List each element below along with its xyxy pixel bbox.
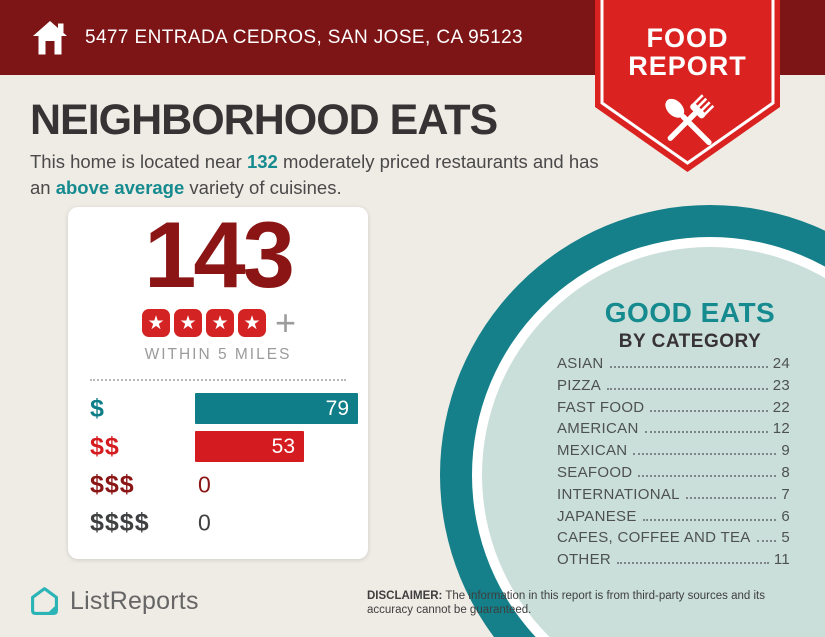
category-row: CAFES, COFFEE AND TEA 5: [557, 529, 790, 551]
ribbon-line1: FOOD: [647, 23, 729, 53]
star-icon: [173, 309, 202, 337]
price-label: $$$$: [90, 508, 150, 537]
subtitle-text: variety of cuisines.: [184, 177, 342, 198]
price-row: $$ 53: [68, 428, 368, 466]
listreports-house-icon: [31, 587, 58, 615]
dotted-leader: [633, 453, 777, 456]
price-label: $$$: [90, 470, 135, 499]
price-row: $$$ 0: [68, 466, 368, 504]
bar-value-zero: 0: [198, 471, 211, 498]
category-label: ASIAN: [557, 355, 604, 372]
category-value: 6: [781, 507, 790, 525]
category-row: OTHER 11: [557, 551, 790, 573]
price-row: $ 79: [68, 390, 368, 428]
category-value: 23: [772, 376, 790, 394]
dotted-leader: [638, 474, 777, 477]
dotted-leader: [642, 518, 777, 521]
good-eats-title: GOOD EATS: [604, 297, 776, 328]
category-row: INTERNATIONAL 7: [557, 486, 790, 508]
category-label: AMERICAN: [557, 420, 639, 438]
home-icon: [33, 21, 67, 55]
category-label: PIZZA: [557, 376, 602, 394]
category-value: 24: [772, 355, 790, 372]
star-rating: +: [68, 302, 368, 343]
listreports-logo: ListReports: [28, 585, 199, 618]
star-icon: [205, 309, 234, 337]
category-row: AMERICAN 12: [557, 420, 790, 442]
bar-dollar-dollar: 53: [195, 431, 304, 462]
dotted-leader: [650, 409, 768, 412]
category-value: 5: [781, 529, 790, 547]
price-label: $: [90, 394, 105, 423]
page-title: NEIGHBORHOOD EATS: [30, 96, 498, 144]
food-report-ribbon: FOOD REPORT: [595, 0, 780, 176]
property-address: 5477 ENTRADA CEDROS, SAN JOSE, CA 95123: [85, 27, 523, 48]
category-value: 9: [781, 442, 790, 460]
category-value: 12: [772, 420, 790, 438]
category-label: OTHER: [557, 551, 611, 569]
category-value: 22: [772, 398, 790, 416]
category-row: FAST FOOD 22: [557, 399, 790, 421]
subtitle-text: moderately priced restaurants and has an: [30, 151, 599, 198]
category-value: 7: [781, 485, 790, 503]
price-label: $$: [90, 432, 120, 461]
page-subtitle: This home is located near 132 moderately…: [30, 149, 605, 201]
category-label: CAFES, COFFEE AND TEA: [557, 529, 751, 547]
disclaimer-text: The information in this report is from t…: [367, 590, 765, 616]
dotted-divider: [90, 379, 346, 381]
listreports-wordmark: ListReports: [70, 587, 199, 615]
category-row: MEXICAN 9: [557, 442, 790, 464]
subtitle-text: This home is located near: [30, 151, 247, 172]
category-label: MEXICAN: [557, 442, 628, 460]
dotted-leader: [644, 431, 768, 434]
category-label: JAPANESE: [557, 507, 637, 525]
disclaimer: DISCLAIMER: The information in this repo…: [367, 589, 797, 617]
bar-value-zero: 0: [198, 509, 211, 536]
category-list: ASIAN 24 PIZZA 23 FAST FOOD 22 AMERICAN …: [557, 355, 790, 573]
category-row: ASIAN 24: [557, 355, 790, 377]
star-icon: [237, 309, 266, 337]
dotted-leader: [685, 496, 777, 499]
dotted-leader: [609, 366, 768, 368]
bar-dollar: 79: [195, 393, 358, 424]
price-row: $$$$ 0: [68, 504, 368, 542]
radius-caption: WITHIN 5 MILES: [144, 346, 292, 363]
dotted-leader: [607, 387, 768, 390]
category-value: 8: [781, 463, 790, 481]
stats-card: 143 + WITHIN 5 MILES $ 79 $$ 53 $$$ 0: [68, 207, 368, 559]
category-row: PIZZA 23: [557, 377, 790, 399]
price-bar-chart: $ 79 $$ 53 $$$ 0 $$$$ 0: [68, 390, 368, 542]
total-restaurants: 143: [144, 202, 295, 307]
good-eats-subtitle: BY CATEGORY: [618, 331, 762, 352]
ribbon-line2: REPORT: [628, 51, 747, 81]
restaurant-count: 132: [246, 151, 278, 172]
plus-icon: +: [274, 302, 297, 343]
category-label: SEAFOOD: [557, 463, 633, 481]
dotted-leader: [617, 562, 769, 565]
spoon-fork-icon: [665, 94, 715, 146]
good-eats-header: GOOD EATS BY CATEGORY: [555, 297, 825, 353]
star-icon: [141, 309, 170, 337]
category-label: INTERNATIONAL: [557, 485, 680, 503]
category-row: SEAFOOD 8: [557, 464, 790, 486]
category-value: 11: [773, 551, 790, 569]
disclaimer-label: DISCLAIMER:: [367, 590, 443, 602]
dotted-leader: [756, 540, 777, 543]
category-row: JAPANESE 6: [557, 508, 790, 530]
variety-highlight: above average: [55, 177, 185, 198]
category-label: FAST FOOD: [557, 398, 645, 416]
